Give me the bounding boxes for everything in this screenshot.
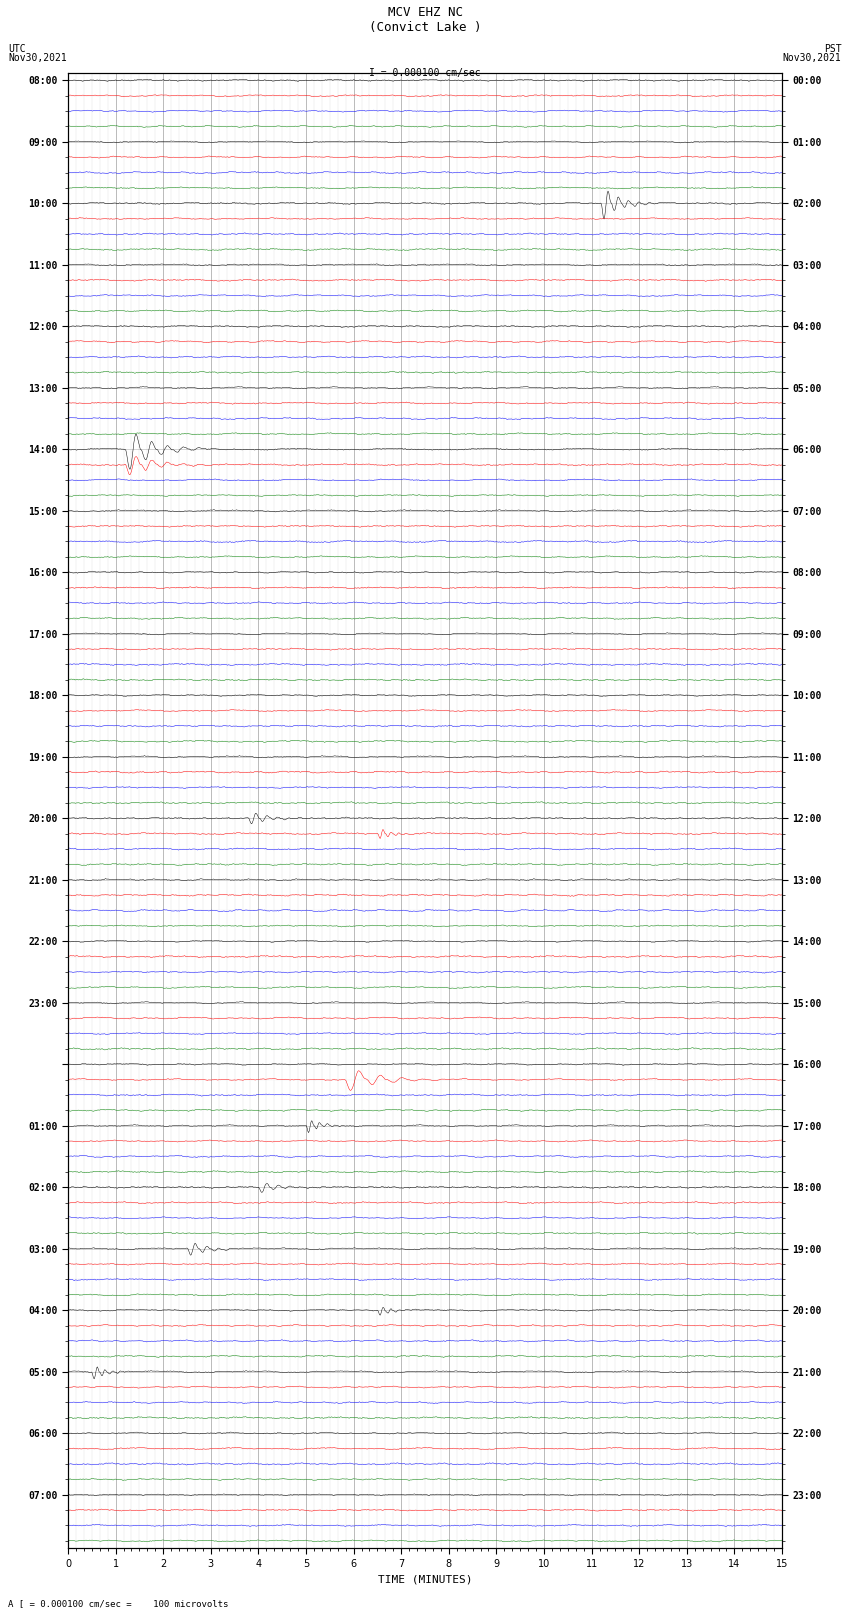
Text: Nov30,2021: Nov30,2021 xyxy=(8,53,67,63)
Text: PST: PST xyxy=(824,44,842,53)
Text: I = 0.000100 cm/sec: I = 0.000100 cm/sec xyxy=(369,68,481,77)
Text: Nov30,2021: Nov30,2021 xyxy=(783,53,842,63)
Text: A [ = 0.000100 cm/sec =    100 microvolts: A [ = 0.000100 cm/sec = 100 microvolts xyxy=(8,1598,229,1608)
Text: UTC: UTC xyxy=(8,44,26,53)
Title: MCV EHZ NC
(Convict Lake ): MCV EHZ NC (Convict Lake ) xyxy=(369,6,481,34)
X-axis label: TIME (MINUTES): TIME (MINUTES) xyxy=(377,1574,473,1584)
